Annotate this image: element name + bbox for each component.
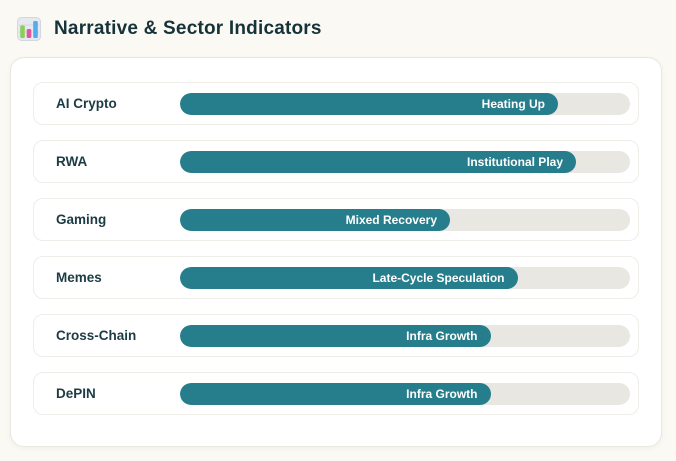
sector-status-badge: Heating Up [481, 96, 545, 111]
sector-row: Cross-Chain Infra Growth [33, 314, 639, 357]
indicator-bar-track: Infra Growth [180, 382, 630, 405]
indicator-bar-track: Mixed Recovery [180, 208, 630, 231]
indicator-bar-fill: Heating Up [180, 92, 558, 115]
indicator-bar-track: Heating Up [180, 92, 630, 115]
narrative-sector-panel: AI Crypto Heating Up RWA Institutional P… [10, 57, 662, 447]
sector-row: Memes Late-Cycle Speculation [33, 256, 639, 299]
sector-label: Gaming [56, 212, 107, 227]
sector-row: AI Crypto Heating Up [33, 82, 639, 125]
bar-chart-icon [17, 16, 41, 41]
sector-status-badge: Infra Growth [406, 386, 478, 401]
sector-row: RWA Institutional Play [33, 140, 639, 183]
section-header: Narrative & Sector Indicators [0, 0, 676, 45]
indicator-bar-fill: Infra Growth [180, 382, 491, 405]
sector-status-badge: Late-Cycle Speculation [372, 270, 505, 285]
sector-rows: AI Crypto Heating Up RWA Institutional P… [33, 82, 639, 415]
sector-label: Cross-Chain [56, 328, 137, 343]
indicator-bar-fill: Infra Growth [180, 324, 491, 347]
sector-label: DePIN [56, 386, 96, 401]
sector-row: DePIN Infra Growth [33, 372, 639, 415]
indicator-bar-track: Institutional Play [180, 150, 630, 173]
indicator-bar-fill: Institutional Play [180, 150, 576, 173]
sector-label: AI Crypto [56, 96, 117, 111]
indicator-bar-track: Late-Cycle Speculation [180, 266, 630, 289]
sector-label: Memes [56, 270, 102, 285]
indicator-bar-fill: Late-Cycle Speculation [180, 266, 518, 289]
sector-row: Gaming Mixed Recovery [33, 198, 639, 241]
indicator-bar-fill: Mixed Recovery [180, 208, 450, 231]
sector-status-badge: Mixed Recovery [345, 212, 437, 227]
sector-status-badge: Infra Growth [406, 328, 478, 343]
sector-label: RWA [56, 154, 88, 169]
sector-status-badge: Institutional Play [466, 154, 563, 169]
indicator-bar-track: Infra Growth [180, 324, 630, 347]
page-title: Narrative & Sector Indicators [54, 17, 322, 39]
